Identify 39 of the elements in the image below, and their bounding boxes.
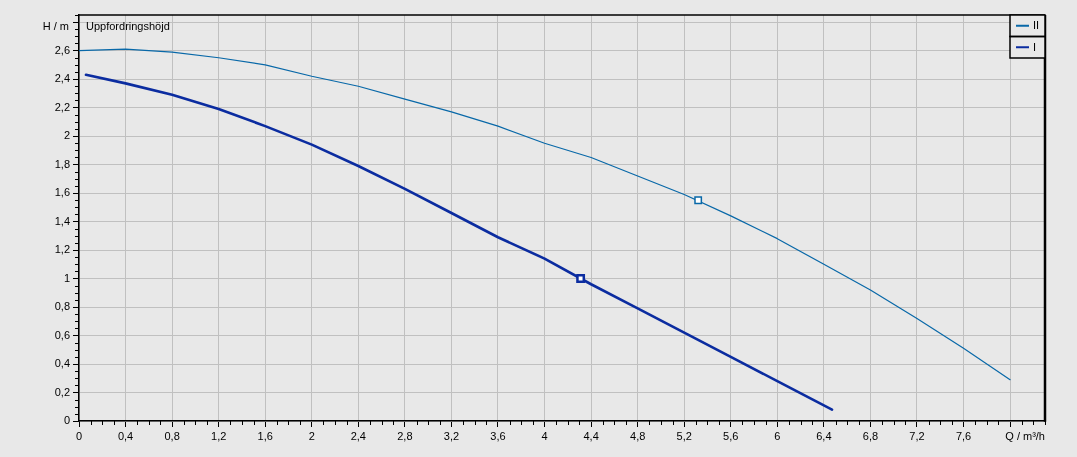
y-tick-label: 1,2: [54, 243, 70, 256]
y-tick-label: 0,2: [54, 385, 70, 398]
x-tick-label: 3,6: [490, 429, 506, 442]
x-tick-label: 3,2: [443, 429, 460, 442]
x-tick-label: 4: [541, 429, 548, 442]
x-tick-label: 6,4: [816, 429, 832, 442]
x-tick-label: 7,2: [909, 429, 925, 442]
x-tick-label: 1,6: [257, 429, 273, 442]
y-tick-label: 2,4: [54, 72, 70, 85]
y-tick-label: 1: [63, 271, 70, 284]
y-tick-label: 0,4: [54, 357, 70, 370]
x-tick-label: 5,2: [676, 429, 692, 442]
y-tick-label: 2,6: [54, 43, 70, 56]
x-tick-label: 2,8: [397, 429, 413, 442]
x-tick-label: 6,8: [862, 429, 879, 442]
x-tick-label: 0,8: [164, 429, 180, 442]
x-tick-label: 5,6: [723, 429, 739, 442]
legend-label: II: [1033, 19, 1040, 32]
x-tick-label: 4,8: [630, 429, 646, 442]
y-tick-label: 0,8: [54, 300, 70, 313]
x-tick-label: 4,4: [583, 429, 599, 442]
x-tick-label: 2,4: [350, 429, 366, 442]
y-tick-label: 2: [63, 129, 70, 142]
x-tick-label: 0: [75, 429, 83, 442]
x-axis-title: Q / m³/h: [1005, 430, 1045, 443]
y-tick-label: 0,6: [54, 328, 70, 341]
legend-label: I: [1033, 40, 1037, 53]
y-tick-label: 1,4: [54, 214, 70, 227]
x-tick-label: 7,6: [955, 429, 972, 442]
x-tick-label: 1,2: [211, 429, 227, 442]
y-tick-label: 2,2: [54, 100, 70, 113]
y-tick-label: 1,6: [54, 186, 70, 199]
y-tick-label: 0: [63, 414, 70, 427]
x-tick-label: 2: [308, 429, 315, 442]
x-tick-label: 0,4: [117, 429, 134, 442]
y-axis-title: H / m: [42, 20, 69, 33]
x-tick-label: 6: [774, 429, 781, 442]
y-tick-label: 1,8: [54, 157, 70, 170]
chart-title: Uppfordringshöjd: [86, 20, 170, 33]
